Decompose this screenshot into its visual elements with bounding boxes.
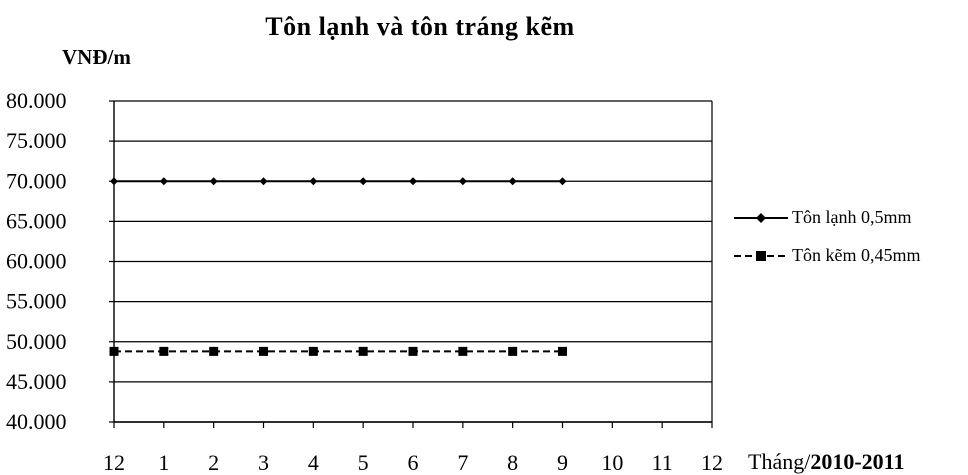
series-layer bbox=[109, 177, 567, 356]
y-tick-label: 80.000 bbox=[6, 88, 67, 113]
y-tick-label: 75.000 bbox=[6, 128, 67, 153]
grid-lines bbox=[114, 100, 712, 423]
data-point-square bbox=[308, 346, 318, 356]
data-point-diamond bbox=[110, 177, 118, 186]
x-tick-label: 8 bbox=[507, 450, 518, 475]
x-tick-label: 1 bbox=[158, 450, 169, 475]
legend-label-series-1: Tôn lạnh 0,5mm bbox=[792, 207, 912, 227]
data-point-square bbox=[408, 346, 418, 356]
data-point-diamond bbox=[409, 177, 417, 186]
x-tick-label: 2 bbox=[208, 450, 219, 475]
data-point-diamond bbox=[508, 177, 517, 186]
y-tick-label: 40.000 bbox=[6, 409, 67, 434]
x-tick-label: 10 bbox=[601, 450, 623, 475]
data-point-square bbox=[109, 346, 119, 356]
data-point-diamond bbox=[309, 177, 318, 186]
data-point-square bbox=[358, 346, 368, 356]
data-point-square bbox=[159, 346, 169, 356]
y-axis-label: VNĐ/m bbox=[62, 45, 131, 69]
y-tick-label: 65.000 bbox=[6, 208, 67, 233]
x-tick-label: 5 bbox=[358, 450, 369, 475]
y-tick-label: 50.000 bbox=[6, 329, 67, 354]
x-tick-label: 7 bbox=[457, 450, 468, 475]
x-tick-label: 9 bbox=[557, 450, 568, 475]
legend-diamond-marker-icon bbox=[734, 213, 788, 223]
data-point-diamond bbox=[359, 177, 368, 186]
x-tick-labels: 12 1 2 3 4 5 6 7 8 9 10 11 12 bbox=[103, 450, 723, 475]
y-tick-label: 55.000 bbox=[6, 289, 67, 314]
data-point-square bbox=[508, 346, 518, 356]
data-point-square bbox=[558, 346, 567, 356]
x-axis-label-prefix: Tháng/ bbox=[748, 449, 811, 474]
data-point-diamond bbox=[159, 177, 168, 186]
x-tick-label: 12 bbox=[103, 450, 125, 475]
y-tick-label: 70.000 bbox=[6, 168, 67, 193]
axes bbox=[109, 100, 713, 428]
legend-label-series-2: Tôn kẽm 0,45mm bbox=[792, 245, 921, 265]
x-axis-label-period: 2010-2011 bbox=[810, 449, 905, 474]
data-point-diamond bbox=[558, 177, 567, 186]
legend-square-marker-icon bbox=[734, 251, 788, 261]
x-tick-label: 4 bbox=[308, 450, 319, 475]
data-point-square bbox=[259, 346, 268, 356]
data-point-square bbox=[209, 346, 219, 356]
x-tick-label: 11 bbox=[652, 450, 673, 475]
data-point-diamond bbox=[259, 177, 268, 186]
x-tick-label: 6 bbox=[408, 450, 419, 475]
y-tick-labels: 80.000 75.000 70.000 65.000 60.000 55.000 50.0… bbox=[6, 88, 67, 434]
data-point-diamond bbox=[209, 177, 218, 186]
x-axis-label: Tháng/2010-2011 bbox=[748, 449, 904, 475]
data-point-diamond bbox=[458, 177, 467, 186]
x-tick-label: 12 bbox=[701, 450, 723, 475]
y-tick-label: 60.000 bbox=[6, 249, 67, 274]
data-point-square bbox=[458, 346, 468, 356]
chart-title: Tôn lạnh và tôn tráng kẽm bbox=[265, 12, 575, 41]
x-tick-label: 3 bbox=[258, 450, 269, 475]
y-tick-label: 45.000 bbox=[6, 369, 67, 394]
